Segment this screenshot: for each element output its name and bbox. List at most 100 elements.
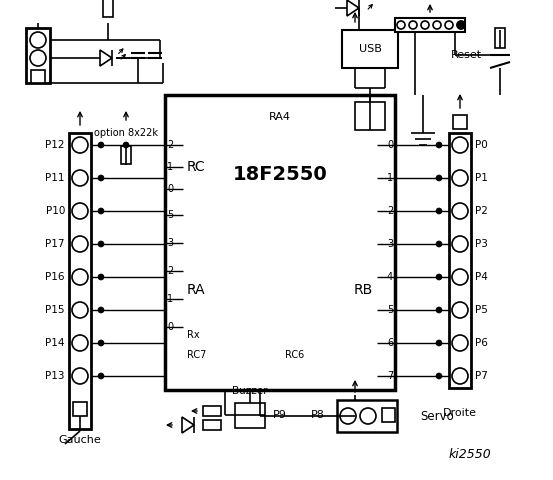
Circle shape (72, 269, 88, 285)
Bar (395, 18, 465, 32)
Circle shape (452, 368, 468, 384)
Circle shape (436, 208, 442, 214)
Text: P13: P13 (45, 371, 65, 381)
Text: P7: P7 (475, 371, 488, 381)
Text: option 8x22k: option 8x22k (94, 128, 158, 138)
Text: 18F2550: 18F2550 (233, 166, 327, 184)
Text: 0: 0 (387, 140, 393, 150)
Bar (165, 95, 395, 390)
Circle shape (409, 21, 417, 29)
Text: Buzzer: Buzzer (232, 386, 268, 396)
Circle shape (98, 142, 104, 148)
Circle shape (98, 274, 104, 280)
Circle shape (452, 335, 468, 351)
Text: Rx: Rx (187, 330, 200, 340)
Bar (342, 30, 398, 68)
Text: P4: P4 (475, 272, 488, 282)
Text: P17: P17 (45, 239, 65, 249)
Circle shape (72, 335, 88, 351)
Bar (337, 400, 397, 432)
Circle shape (436, 274, 442, 280)
Text: P0: P0 (475, 140, 488, 150)
Bar (203, 420, 221, 430)
Circle shape (452, 170, 468, 186)
Circle shape (72, 236, 88, 252)
Circle shape (72, 203, 88, 219)
Text: 1: 1 (387, 173, 393, 183)
Circle shape (457, 21, 465, 29)
Text: P15: P15 (45, 305, 65, 315)
Text: 0: 0 (167, 322, 173, 332)
Text: P14: P14 (45, 338, 65, 348)
Circle shape (436, 340, 442, 346)
Circle shape (445, 21, 453, 29)
Bar (449, 133, 471, 388)
Text: Servo: Servo (420, 409, 454, 422)
Text: 7: 7 (387, 371, 393, 381)
Text: 5: 5 (167, 210, 173, 220)
Text: 4: 4 (387, 272, 393, 282)
Circle shape (72, 302, 88, 318)
Text: P1: P1 (475, 173, 488, 183)
Circle shape (452, 302, 468, 318)
Text: ki2550: ki2550 (448, 448, 492, 461)
Bar (31, 70, 45, 83)
Text: RB: RB (354, 283, 373, 297)
Text: 1: 1 (167, 162, 173, 172)
Text: 6: 6 (387, 338, 393, 348)
Text: P12: P12 (45, 140, 65, 150)
Text: P3: P3 (475, 239, 488, 249)
Text: RC7: RC7 (187, 350, 206, 360)
Text: Gauche: Gauche (59, 435, 101, 445)
Text: P6: P6 (475, 338, 488, 348)
Bar (382, 408, 395, 422)
Circle shape (436, 241, 442, 247)
Circle shape (452, 269, 468, 285)
Text: 1: 1 (167, 294, 173, 304)
Bar (121, 146, 131, 164)
Circle shape (436, 142, 442, 148)
Bar (69, 133, 91, 429)
Bar (73, 402, 87, 416)
Circle shape (98, 340, 104, 346)
Text: P11: P11 (45, 173, 65, 183)
Text: USB: USB (358, 44, 382, 54)
Circle shape (72, 137, 88, 153)
Circle shape (436, 175, 442, 181)
Circle shape (452, 203, 468, 219)
Text: P2: P2 (475, 206, 488, 216)
Text: 0: 0 (167, 184, 173, 194)
Text: P10: P10 (46, 206, 65, 216)
Circle shape (360, 408, 376, 424)
Text: 2: 2 (167, 266, 173, 276)
Text: RA4: RA4 (269, 112, 291, 122)
Circle shape (30, 50, 46, 66)
Circle shape (436, 373, 442, 379)
Circle shape (397, 21, 405, 29)
Text: 2: 2 (387, 206, 393, 216)
Text: P8: P8 (311, 410, 325, 420)
Circle shape (436, 307, 442, 313)
Circle shape (98, 175, 104, 181)
Circle shape (452, 137, 468, 153)
Bar (495, 28, 505, 48)
Circle shape (457, 21, 465, 29)
Text: RC6: RC6 (285, 350, 304, 360)
Circle shape (123, 142, 129, 148)
Bar (26, 28, 50, 83)
Circle shape (72, 170, 88, 186)
Circle shape (98, 373, 104, 379)
Text: P9: P9 (273, 410, 287, 420)
Text: P16: P16 (45, 272, 65, 282)
Circle shape (72, 368, 88, 384)
Text: 3: 3 (387, 239, 393, 249)
Bar (453, 115, 467, 129)
Bar (355, 102, 385, 130)
Circle shape (340, 408, 356, 424)
Text: RC: RC (187, 160, 206, 174)
Text: RA: RA (187, 283, 206, 297)
Text: P5: P5 (475, 305, 488, 315)
Circle shape (98, 208, 104, 214)
Circle shape (433, 21, 441, 29)
Bar (203, 406, 221, 416)
